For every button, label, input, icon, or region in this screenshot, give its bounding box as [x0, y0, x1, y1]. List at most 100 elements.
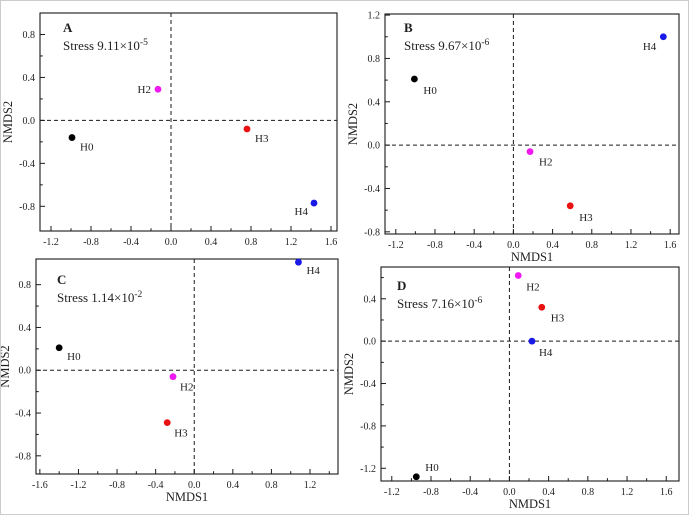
y-tick-label: 0.0 — [19, 366, 32, 377]
y-tick-label: 0.0 — [364, 337, 377, 348]
data-point-H0 — [68, 134, 76, 141]
point-label-H4: H4 — [643, 41, 657, 53]
plot-frame — [380, 266, 680, 482]
x-tick-label: 0.8 — [586, 240, 599, 251]
y-tick-label: 1.2 — [368, 11, 381, 22]
data-point-H0 — [411, 75, 418, 83]
stress-exponent: -5 — [140, 38, 148, 48]
data-point-H4 — [310, 199, 318, 207]
x-tick-label: 1.2 — [304, 480, 317, 491]
panel-letter: C — [57, 272, 66, 287]
y-tick-label: 0.8 — [19, 280, 32, 291]
x-tick-label: -0.8 — [109, 480, 125, 491]
x-axis-title: NMDS1 — [511, 250, 553, 264]
data-point-H3 — [163, 419, 171, 427]
x-tick-label: -1.2 — [71, 480, 87, 491]
x-tick-label: 1.6 — [325, 237, 338, 248]
x-tick-label: 0.4 — [542, 487, 555, 498]
x-tick-label: 1.2 — [285, 237, 298, 248]
panel-C: -1.6 -1.2 -0.8 -0.4 0.0 0.4 0.8 1.2 0.8 0.4 0.0 -0.… — [1, 258, 339, 504]
x-tick-label: -0.4 — [148, 480, 164, 491]
x-tick-label: 0.0 — [165, 237, 178, 248]
data-point-H0 — [412, 473, 420, 481]
data-point-H4 — [295, 258, 302, 266]
data-point-H4 — [659, 33, 667, 41]
panel-D: -1.2 -0.8 -0.4 0.0 0.4 0.8 1.2 1.6 0.4 0.0 -0.4 -0.… — [342, 266, 680, 511]
panel-letter: D — [397, 278, 406, 293]
stress-label: Stress 7.16×10-6 — [397, 296, 483, 311]
y-axis-title: NMDS2 — [1, 345, 12, 387]
plot-frame — [384, 13, 680, 235]
y-tick-label: -0.4 — [364, 184, 380, 195]
x-tick-label: 0.0 — [507, 240, 520, 251]
y-tick-label: 0.8 — [368, 54, 381, 65]
y-tick-label: -0.8 — [15, 451, 31, 462]
y-tick-label: 0.4 — [23, 73, 36, 84]
stress-exponent: -6 — [474, 296, 482, 306]
x-tick-label: 0.4 — [546, 240, 559, 251]
data-point-H4 — [528, 337, 536, 345]
y-tick-label: 0.4 — [19, 323, 32, 334]
point-label-H3: H3 — [551, 312, 565, 324]
panel-letter: A — [63, 20, 73, 35]
x-tick-label: -0.8 — [83, 237, 99, 248]
point-label-H2: H2 — [539, 157, 552, 169]
x-tick-label: -1.2 — [384, 487, 400, 498]
point-label-H0: H0 — [425, 462, 439, 474]
x-tick-label: -0.4 — [462, 487, 478, 498]
x-tick-label: 0.8 — [265, 480, 278, 491]
y-tick-label: 0.4 — [364, 294, 377, 305]
y-tick-label: -0.8 — [19, 202, 35, 213]
x-tick-label: 1.2 — [625, 240, 638, 251]
x-tick-label: 0.8 — [245, 237, 258, 248]
data-point-H2 — [514, 272, 522, 279]
x-tick-label: 1.6 — [664, 240, 677, 251]
point-label-H4: H4 — [295, 206, 309, 218]
point-label-H3: H3 — [255, 133, 269, 145]
data-point-H2 — [526, 148, 534, 156]
y-tick-label: -0.4 — [19, 159, 35, 170]
point-label-H0: H0 — [423, 85, 437, 97]
point-label-H3: H3 — [579, 212, 593, 224]
x-tick-label: 0.4 — [205, 237, 218, 248]
y-tick-label: -1.2 — [360, 464, 376, 475]
y-axis-title: NMDS2 — [346, 103, 360, 145]
point-label-H0: H0 — [80, 142, 94, 154]
y-tick-label: -0.8 — [360, 421, 376, 432]
x-tick-label: -1.2 — [388, 240, 404, 251]
y-axis-title: NMDS2 — [342, 353, 356, 395]
plot-frame — [35, 258, 339, 475]
y-tick-label: -0.8 — [364, 227, 380, 238]
y-tick-label: 0.8 — [23, 30, 36, 41]
x-tick-label: -0.4 — [123, 237, 139, 248]
y-tick-label: 0.0 — [23, 116, 36, 127]
x-tick-label: -0.8 — [427, 240, 443, 251]
x-tick-label: 0.0 — [503, 487, 516, 498]
panel-B: -1.2 -0.8 -0.4 0.0 0.4 0.8 1.2 1.6 1.2 0.8 0.4 0.0 -… — [346, 11, 680, 264]
stress-label: Stress 1.14×10-2 — [57, 290, 143, 305]
stress-label: Stress 9.11×10-5 — [63, 38, 148, 53]
x-tick-label: -0.8 — [423, 487, 439, 498]
x-tick-label: 0.0 — [188, 480, 201, 491]
data-point-H2 — [169, 373, 177, 381]
y-axis-title: NMDS2 — [1, 101, 15, 143]
x-tick-label: 1.6 — [660, 487, 673, 498]
point-label-H3: H3 — [174, 428, 188, 440]
y-tick-label: 0.4 — [368, 97, 381, 108]
point-label-H2: H2 — [526, 281, 539, 293]
x-axis-title: NMDS1 — [166, 490, 208, 504]
x-tick-label: 0.4 — [227, 480, 240, 491]
data-point-H3 — [243, 125, 251, 133]
x-tick-label: -0.4 — [466, 240, 482, 251]
y-tick-label: 0.0 — [368, 141, 381, 152]
point-label-H4: H4 — [539, 347, 553, 359]
x-tick-label: 0.8 — [582, 487, 595, 498]
stress-exponent: -2 — [134, 290, 142, 300]
y-tick-label: -0.4 — [15, 409, 31, 420]
stress-exponent: -6 — [481, 38, 489, 48]
point-label-H4: H4 — [306, 265, 320, 277]
point-label-H2: H2 — [138, 84, 151, 96]
x-axis-title: NMDS1 — [509, 497, 551, 511]
